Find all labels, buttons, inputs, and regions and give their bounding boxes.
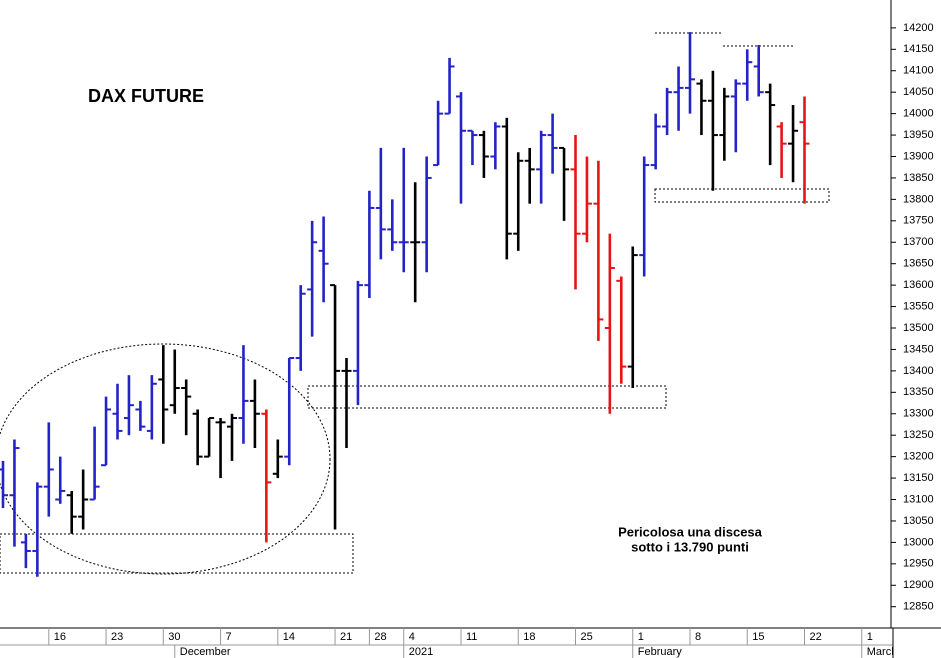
y-tick-label: 13350 (903, 386, 934, 398)
y-tick-label: 12850 (903, 601, 934, 613)
x-tick-label: 4 (409, 631, 415, 643)
x-tick-label: 15 (752, 631, 764, 643)
x-tick-label: 30 (168, 631, 180, 643)
annotation: sotto i 13.790 punti (631, 539, 749, 554)
annotation: Pericolosa una discesa (618, 524, 763, 539)
support-zone (307, 385, 667, 409)
y-tick-label: 13450 (903, 343, 934, 355)
y-tick-label: 14050 (903, 86, 934, 98)
y-tick-label: 13150 (903, 472, 934, 484)
month-label: 2021 (409, 646, 433, 658)
month-label: February (638, 646, 683, 658)
y-tick-label: 13750 (903, 215, 934, 227)
y-tick-label: 13950 (903, 129, 934, 141)
x-tick-label: 1 (867, 631, 873, 643)
x-tick-label: 14 (283, 631, 295, 643)
highlight-ellipse (0, 343, 331, 575)
y-tick-label: 12900 (903, 579, 934, 591)
month-label: December (180, 646, 231, 658)
y-tick-label: 13500 (903, 322, 934, 334)
x-tick-label: 28 (374, 631, 386, 643)
x-tick-label: 25 (581, 631, 593, 643)
y-tick-label: 13650 (903, 258, 934, 270)
y-tick-label: 12950 (903, 558, 934, 570)
x-tick-label: 23 (111, 631, 123, 643)
x-tick-label: 18 (523, 631, 535, 643)
y-tick-label: 13550 (903, 300, 934, 312)
y-tick-label: 14150 (903, 43, 934, 55)
x-tick-label: 21 (340, 631, 352, 643)
y-tick-label: 14100 (903, 65, 934, 77)
y-tick-label: 13800 (903, 193, 934, 205)
x-tick-label: 16 (54, 631, 66, 643)
y-tick-label: 13300 (903, 408, 934, 420)
y-tick-label: 13200 (903, 451, 934, 463)
y-tick-label: 13700 (903, 236, 934, 248)
support-zone (0, 533, 354, 574)
support-zone (654, 188, 830, 203)
y-tick-label: 13850 (903, 172, 934, 184)
y-tick-label: 13600 (903, 279, 934, 291)
plot-area (0, 32, 830, 577)
x-tick-label: 8 (695, 631, 701, 643)
y-tick-label: 13250 (903, 429, 934, 441)
y-tick-label: 14000 (903, 108, 934, 120)
x-tick-label: 7 (226, 631, 232, 643)
y-tick-label: 13100 (903, 493, 934, 505)
y-tick-label: 13400 (903, 365, 934, 377)
chart-title: DAX FUTURE (88, 86, 204, 106)
x-tick-label: 11 (466, 631, 477, 643)
month-label: March (867, 646, 898, 658)
x-tick-label: 1 (638, 631, 644, 643)
y-tick-label: 13000 (903, 536, 934, 548)
y-tick-label: 14200 (903, 22, 934, 34)
y-tick-label: 13050 (903, 515, 934, 527)
x-tick-label: 22 (810, 631, 822, 643)
y-tick-label: 13900 (903, 150, 934, 162)
